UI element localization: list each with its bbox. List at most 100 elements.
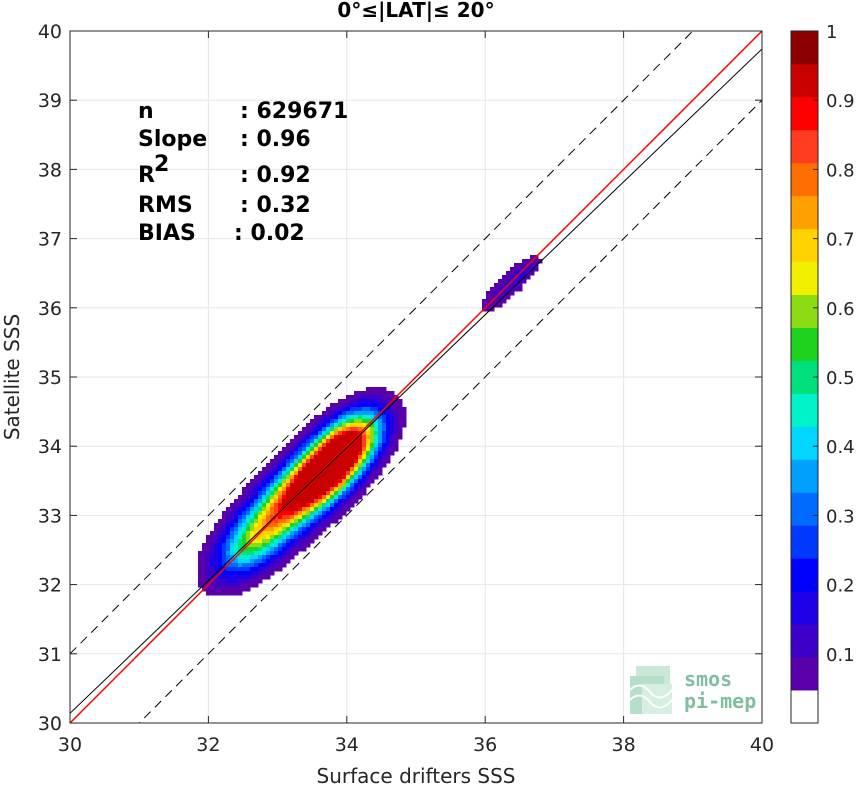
density-cell — [274, 523, 279, 528]
density-cell — [226, 567, 231, 572]
density-cell — [326, 503, 331, 508]
density-cell — [234, 567, 239, 572]
density-cell — [238, 503, 243, 508]
density-cell — [234, 587, 239, 592]
density-cell — [338, 483, 343, 488]
density-cell — [278, 455, 283, 460]
density-cell — [326, 447, 331, 452]
density-cell — [358, 479, 363, 484]
density-cell — [226, 515, 231, 520]
density-cell — [322, 511, 327, 516]
density-cell — [210, 531, 215, 536]
density-cell — [378, 463, 383, 468]
density-cell — [278, 523, 283, 528]
density-cell — [358, 463, 363, 468]
density-cell — [302, 455, 307, 460]
density-cell — [346, 491, 351, 496]
stat-label: BIAS — [138, 221, 196, 246]
density-cell — [330, 455, 335, 460]
density-cell — [278, 543, 283, 548]
density-cell — [242, 487, 247, 492]
density-cell — [298, 487, 303, 492]
density-cell — [246, 495, 251, 500]
density-cell — [338, 495, 343, 500]
density-cell — [390, 451, 395, 456]
density-cell — [210, 587, 215, 592]
density-cell — [326, 451, 331, 456]
density-cell — [338, 411, 343, 416]
density-cell — [338, 423, 343, 428]
density-cell — [206, 575, 211, 580]
density-cell — [378, 399, 383, 404]
density-cell — [214, 523, 219, 528]
density-cell — [290, 459, 295, 464]
density-cell — [274, 503, 279, 508]
density-cell — [338, 403, 343, 408]
density-cell — [294, 435, 299, 440]
density-cell — [242, 507, 247, 512]
density-cell — [226, 519, 231, 524]
density-cell — [334, 519, 339, 524]
density-cell — [342, 483, 347, 488]
density-cell — [258, 539, 263, 544]
density-cell — [286, 547, 291, 552]
density-cell — [250, 487, 255, 492]
density-cell — [286, 479, 291, 484]
density-cell — [526, 267, 531, 272]
density-cell — [230, 551, 235, 556]
density-cell — [270, 543, 275, 548]
density-cell — [322, 479, 327, 484]
density-cell — [242, 523, 247, 528]
density-cell — [286, 559, 291, 564]
x-tick-label: 34 — [335, 734, 359, 756]
density-cell — [346, 399, 351, 404]
density-cell — [326, 487, 331, 492]
density-cell — [278, 555, 283, 560]
density-cell — [318, 443, 323, 448]
density-cell — [386, 423, 391, 428]
density-cell — [506, 279, 511, 284]
colorbar-tick-label: 0.8 — [826, 160, 855, 181]
density-cell — [278, 551, 283, 556]
density-cell — [290, 511, 295, 516]
density-cell — [330, 407, 335, 412]
density-cell — [374, 439, 379, 444]
x-axis-tick-labels: 30 32 34 36 38 40 — [58, 734, 774, 756]
density-cell — [350, 447, 355, 452]
density-cell — [330, 403, 335, 408]
density-cell — [354, 463, 359, 468]
density-cell — [374, 435, 379, 440]
density-cell — [242, 559, 247, 564]
density-cell — [262, 567, 267, 572]
density-cell — [330, 479, 335, 484]
density-cell — [242, 563, 247, 568]
density-cell — [258, 571, 263, 576]
density-cell — [286, 519, 291, 524]
density-cell — [510, 267, 515, 272]
density-cell — [342, 427, 347, 432]
density-cell — [282, 543, 287, 548]
density-cell — [306, 435, 311, 440]
density-cell — [294, 519, 299, 524]
density-cell — [222, 527, 227, 532]
density-cell — [238, 587, 243, 592]
density-cell — [394, 407, 399, 412]
density-cell — [298, 483, 303, 488]
density-cell — [382, 439, 387, 444]
density-cell — [302, 503, 307, 508]
density-cell — [222, 555, 227, 560]
density-cell — [342, 403, 347, 408]
density-cell — [270, 491, 275, 496]
density-cell — [350, 407, 355, 412]
density-cell — [274, 535, 279, 540]
density-cell — [326, 499, 331, 504]
density-cell — [254, 563, 259, 568]
density-cell — [378, 391, 383, 396]
density-cell — [386, 447, 391, 452]
density-cell — [214, 579, 219, 584]
density-cell — [370, 439, 375, 444]
density-cell — [350, 499, 355, 504]
density-cell — [266, 467, 271, 472]
density-cell — [298, 507, 303, 512]
density-cell — [366, 415, 371, 420]
